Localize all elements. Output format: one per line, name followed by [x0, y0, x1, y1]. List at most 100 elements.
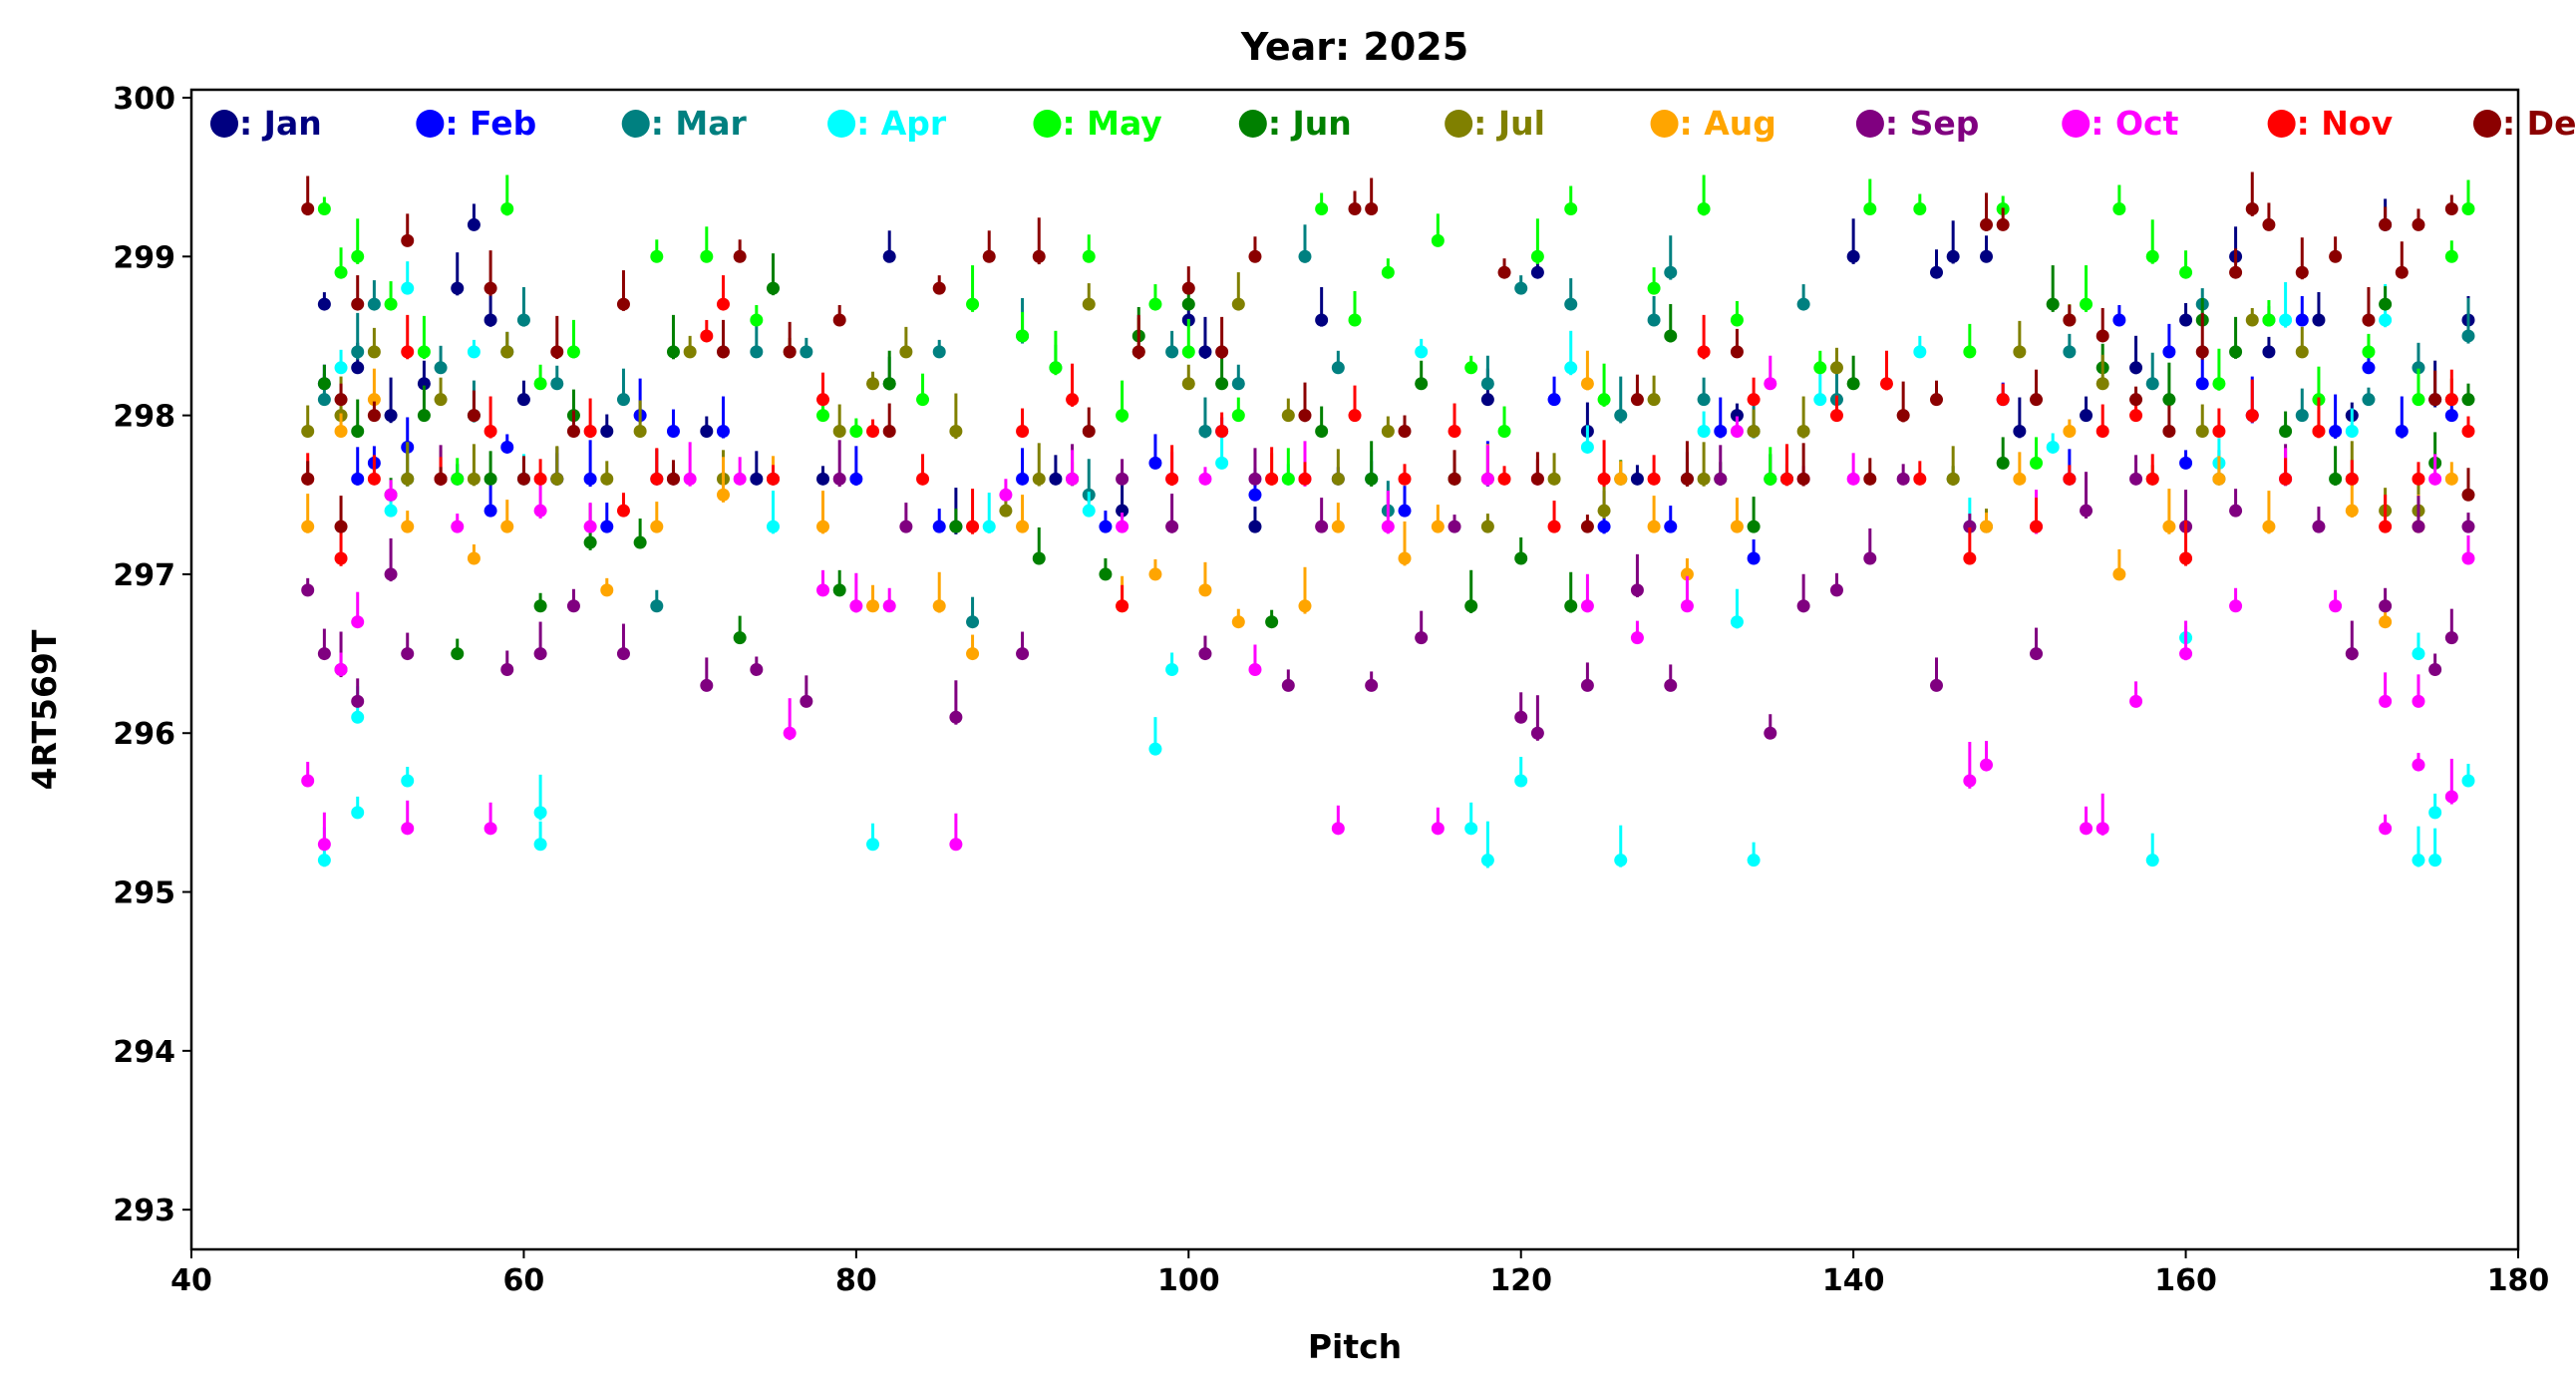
data-point [616, 504, 630, 518]
data-point [1614, 409, 1628, 423]
data-point [783, 345, 797, 359]
axis-ticks: 40 60 80 100 120 140 160 180 293 294 295 296 297 298 2… [113, 82, 2549, 1298]
data-point [650, 520, 664, 533]
data-point [1630, 393, 1644, 407]
data-point [1248, 520, 1262, 533]
data-point [367, 345, 381, 359]
data-point [2229, 504, 2243, 518]
data-point [2229, 265, 2243, 279]
data-point [1265, 615, 1279, 629]
data-point [1647, 520, 1661, 533]
legend-marker [1650, 110, 1679, 138]
data-point [2461, 774, 2475, 788]
data-point [2262, 217, 2276, 231]
data-point [816, 583, 830, 597]
data-point [1398, 472, 1412, 486]
y-tick-label: 297 [113, 558, 175, 593]
data-point [1530, 726, 1544, 740]
data-point [317, 393, 331, 407]
data-point [1082, 297, 1096, 311]
y-tick-label: 300 [113, 82, 175, 117]
data-point [1016, 425, 1030, 439]
data-point [417, 345, 431, 359]
x-tick-label: 120 [1489, 1263, 1552, 1298]
data-point [301, 201, 315, 215]
data-point [483, 472, 497, 486]
data-point [1846, 472, 1860, 486]
data-point [700, 425, 714, 439]
data-point [2295, 345, 2309, 359]
data-point [467, 551, 481, 565]
data-point [301, 774, 315, 788]
y-tick-label: 298 [113, 400, 175, 435]
data-point [866, 599, 880, 613]
data-point [2162, 425, 2176, 439]
data-point [1714, 425, 1728, 439]
data-point [384, 297, 398, 311]
data-point [1116, 472, 1129, 486]
legend-marker [1033, 110, 1062, 138]
data-point [1514, 551, 1528, 565]
data-point [500, 345, 514, 359]
data-point [1497, 265, 1511, 279]
data-point [2345, 425, 2359, 439]
data-point [2030, 647, 2044, 661]
legend-label: : Aug [1680, 104, 1776, 143]
data-point [1796, 425, 1810, 439]
data-point [832, 472, 846, 486]
data-point [1980, 217, 1994, 231]
data-point [1747, 551, 1761, 565]
data-point [351, 361, 365, 375]
data-point [1248, 488, 1262, 502]
data-point [2345, 647, 2359, 661]
data-point [1547, 520, 1561, 533]
data-point [401, 233, 415, 247]
data-point [516, 313, 530, 327]
data-point [2112, 567, 2126, 581]
data-point [2063, 472, 2077, 486]
data-point [1348, 313, 1362, 327]
data-point [1315, 313, 1329, 327]
data-point [1497, 425, 1511, 439]
data-point [533, 377, 547, 391]
data-point [1116, 409, 1129, 423]
data-point [1016, 472, 1030, 486]
data-point [351, 425, 365, 439]
data-point [2312, 520, 2326, 533]
data-point [417, 377, 431, 391]
data-point [2195, 425, 2209, 439]
data-point [2461, 329, 2475, 343]
data-point [1116, 504, 1129, 518]
data-point [1530, 472, 1544, 486]
data-point [550, 472, 564, 486]
data-point [982, 249, 996, 263]
data-point [1215, 377, 1229, 391]
data-point [1398, 425, 1412, 439]
data-point [882, 377, 896, 391]
data-point [1181, 297, 1195, 311]
data-point [2444, 393, 2458, 407]
data-point [1016, 647, 1030, 661]
data-point [916, 472, 930, 486]
data-point [966, 647, 980, 661]
data-point [2030, 393, 2044, 407]
data-point [533, 838, 547, 852]
data-point [700, 678, 714, 692]
data-point [1580, 440, 1594, 454]
data-point [2212, 472, 2226, 486]
data-point [2395, 265, 2409, 279]
data-point [1265, 472, 1279, 486]
data-point [1547, 393, 1561, 407]
data-point [1747, 393, 1761, 407]
data-point [1647, 393, 1661, 407]
data-point [1747, 520, 1761, 533]
data-point [2095, 377, 2109, 391]
data-point [2030, 456, 2044, 470]
data-point [1448, 520, 1461, 533]
data-point [949, 520, 963, 533]
data-point [1248, 249, 1262, 263]
data-point [1796, 599, 1810, 613]
data-point [367, 472, 381, 486]
data-point [767, 520, 780, 533]
data-point [583, 520, 597, 533]
